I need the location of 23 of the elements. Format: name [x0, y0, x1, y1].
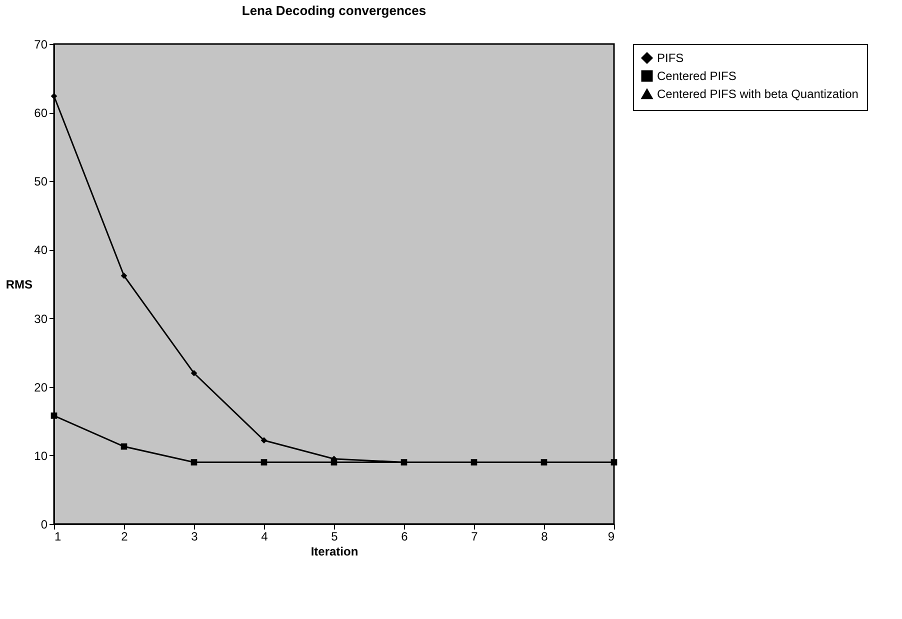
- x-tick-label: 7: [471, 530, 478, 544]
- legend-label: PIFS: [657, 51, 684, 65]
- x-tick-label: 5: [331, 530, 338, 544]
- x-tick-label: 9: [608, 530, 615, 544]
- y-tick-label: 70: [34, 38, 48, 52]
- y-tick-label: 60: [34, 106, 48, 120]
- x-tick-label: 4: [261, 530, 268, 544]
- y-tick-label: 30: [34, 312, 48, 326]
- y-tick-label: 50: [34, 174, 48, 189]
- y-tick-label: 10: [34, 448, 48, 463]
- x-tick-label: 8: [541, 530, 548, 544]
- y-tick-label: 0: [40, 518, 48, 532]
- x-tick-label: 1: [54, 530, 62, 544]
- x-tick-label: 6: [401, 530, 408, 544]
- chart-title: Lena Decoding convergences: [242, 3, 426, 18]
- y-tick-label: 20: [34, 380, 48, 394]
- x-tick-label: 3: [191, 530, 198, 544]
- legend-label: Centered PIFS with beta Quantization: [657, 87, 858, 101]
- y-axis-title: RMS: [6, 278, 32, 292]
- legend-label: Centered PIFS: [657, 69, 736, 83]
- y-tick-label: 40: [34, 243, 48, 258]
- x-axis-title: Iteration: [310, 544, 358, 558]
- x-tick-label: 2: [121, 530, 128, 544]
